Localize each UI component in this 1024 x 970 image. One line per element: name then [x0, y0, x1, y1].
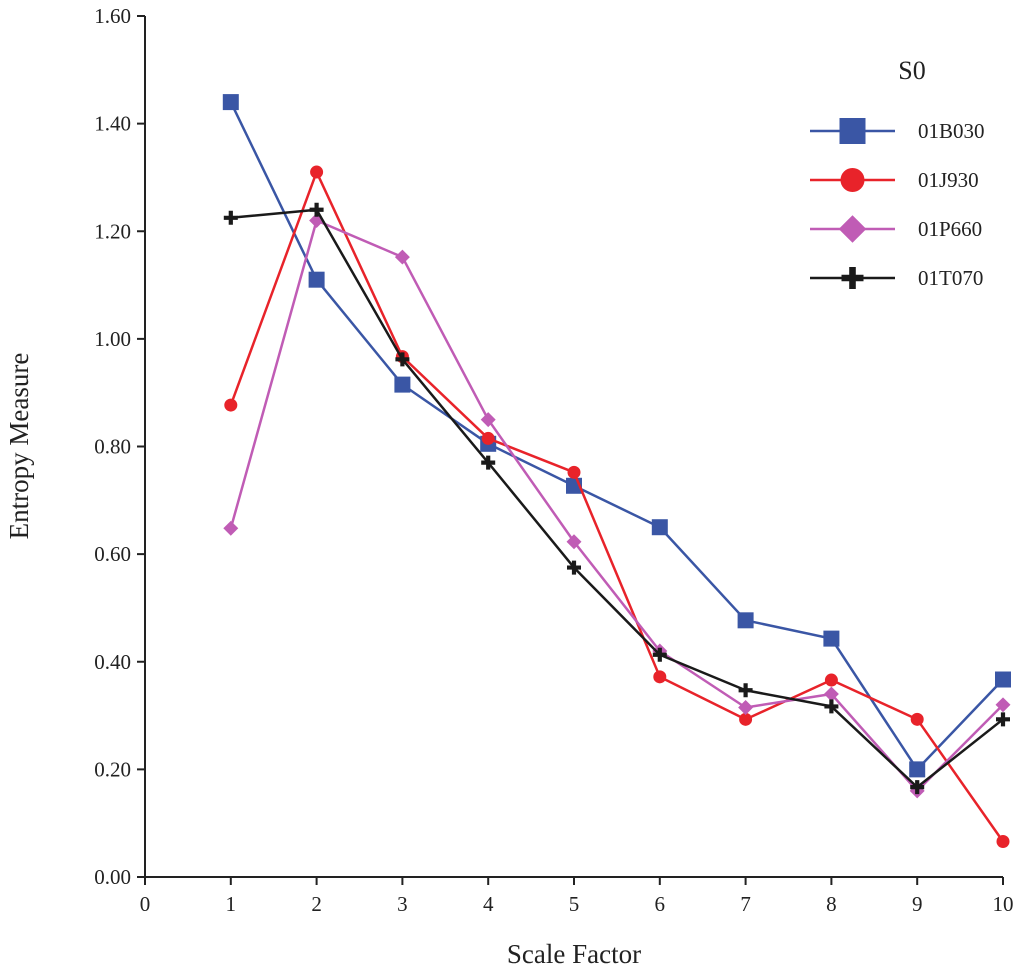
legend-marker: [838, 215, 867, 243]
series-line: [230, 208, 1004, 789]
x-axis-title: Scale Factor: [507, 939, 641, 969]
y-tick-label: 0.60: [94, 542, 131, 566]
y-tick-label: 0.80: [94, 435, 131, 459]
data-point: [824, 673, 838, 687]
data-point: [310, 165, 324, 179]
y-tick-label: 1.00: [94, 327, 131, 351]
y-axis-title: Entropy Measure: [4, 353, 34, 540]
data-point: [481, 455, 496, 470]
data-point: [223, 210, 238, 225]
legend-item: 01T070: [810, 266, 983, 290]
data-point: [995, 671, 1011, 688]
x-tick-label: 9: [912, 892, 923, 916]
x-tick-label: 8: [826, 892, 837, 916]
data-point: [823, 630, 840, 647]
data-point: [738, 700, 754, 715]
series-01B030: [222, 94, 1011, 778]
data-point: [824, 699, 839, 714]
x-tick-label: 6: [655, 892, 666, 916]
legend-label: 01P660: [918, 217, 982, 241]
x-tick-label: 3: [397, 892, 408, 916]
data-point: [909, 761, 926, 778]
data-point: [395, 352, 410, 367]
data-point: [223, 520, 239, 536]
y-tick-label: 0.20: [94, 757, 131, 781]
series-line: [229, 170, 1005, 843]
data-point: [738, 683, 753, 698]
axes: 0.00 0.20 0.40 0.60 0.80 1.00 1.20 1.40 1.60 0 1 2 3…: [94, 4, 1013, 916]
legend-label: 01J930: [918, 168, 979, 192]
legend-title: S0: [898, 56, 925, 85]
data-point: [309, 213, 325, 228]
legend-marker: [839, 118, 866, 144]
series-layer: [222, 94, 1011, 848]
data-point: [394, 249, 410, 265]
y-tick-label: 1.60: [94, 4, 131, 28]
legend-marker: [841, 267, 864, 289]
y-tick-label: 1.20: [94, 219, 131, 243]
legend-label: 01T070: [918, 266, 983, 290]
x-tick-label: 5: [569, 892, 580, 916]
data-point: [567, 465, 581, 479]
x-tick-label: 7: [740, 892, 751, 916]
legend-label: 01B030: [918, 119, 985, 143]
data-point: [995, 697, 1011, 713]
data-point: [481, 431, 495, 445]
data-point: [394, 376, 411, 393]
y-tick-label: 0.00: [94, 865, 131, 889]
legend-item: 01B030: [810, 118, 985, 144]
data-point: [651, 519, 668, 536]
data-point: [739, 712, 753, 726]
data-point: [309, 202, 324, 217]
data-point: [224, 398, 238, 412]
x-tick-label: 2: [311, 892, 322, 916]
legend-item: 01J930: [810, 168, 979, 192]
legend-marker: [840, 168, 865, 192]
x-tick-label: 0: [140, 892, 151, 916]
data-point: [823, 686, 839, 702]
series-line: [229, 219, 1004, 793]
x-tick-label: 4: [483, 892, 494, 916]
x-tick-label: 10: [993, 892, 1014, 916]
series-01T070: [223, 202, 1010, 795]
data-point: [567, 560, 581, 575]
data-point: [480, 412, 496, 428]
data-point: [566, 534, 582, 550]
x-tick-label: 1: [226, 892, 237, 916]
data-point: [910, 780, 925, 795]
legend: 01B030 01J930 01P660 01T070: [810, 118, 985, 290]
data-point: [652, 647, 667, 662]
data-point: [653, 670, 667, 684]
legend-item: 01P660: [810, 215, 982, 243]
data-point: [308, 271, 325, 288]
data-point: [910, 712, 924, 726]
series-line: [229, 101, 1004, 771]
data-point: [996, 834, 1010, 848]
y-tick-label: 0.40: [94, 650, 131, 674]
data-point: [996, 712, 1010, 727]
data-point: [222, 94, 239, 111]
data-point: [737, 612, 754, 629]
y-tick-label: 1.40: [94, 112, 131, 136]
